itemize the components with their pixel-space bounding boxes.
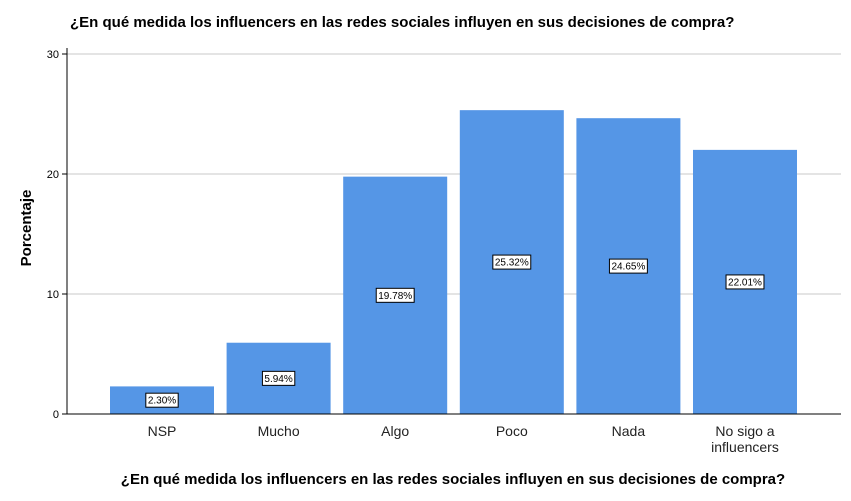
data-label-text: 5.94% xyxy=(264,374,292,385)
data-label-5: 22.01% xyxy=(725,274,765,290)
x-axis-title: ¿En qué medida los influencers en las re… xyxy=(121,471,785,488)
data-label-box xyxy=(375,287,415,303)
data-label-2: 19.78% xyxy=(375,287,415,303)
data-label-1: 5.94% xyxy=(261,370,296,386)
data-label-box xyxy=(725,274,765,290)
data-label-3: 25.32% xyxy=(492,254,532,270)
x-tick-label: Mucho xyxy=(258,423,300,439)
data-label-4: 24.65% xyxy=(608,258,648,274)
data-labels: 2.30% 5.94% 19.78% 25.32% 24.65% 22.01% xyxy=(145,254,765,408)
bars xyxy=(110,110,797,414)
y-tick-label: 10 xyxy=(47,289,59,301)
y-axis-title: Porcentaje xyxy=(18,190,35,267)
data-label-box xyxy=(608,258,648,274)
data-label-text: 24.65% xyxy=(611,262,645,273)
x-tick-labels: NSP Mucho Algo Poco Nada No sigo a influencers xyxy=(148,423,779,455)
data-label-box xyxy=(261,370,296,386)
y-tick-label: 30 xyxy=(47,49,59,61)
data-label-0: 2.30% xyxy=(145,392,179,408)
data-label-text: 22.01% xyxy=(728,277,762,288)
data-label-box xyxy=(492,254,532,270)
chart-title: ¿En qué medida los influencers en las re… xyxy=(70,14,734,31)
y-tick-label: 20 xyxy=(47,169,59,181)
data-label-text: 19.78% xyxy=(378,291,412,302)
y-tick-labels: 0 10 20 30 xyxy=(47,49,59,421)
x-tick-label: Algo xyxy=(381,423,409,439)
x-tick-label: NSP xyxy=(148,423,177,439)
axes xyxy=(62,48,841,415)
x-tick-label: No sigo a influencers xyxy=(711,423,779,455)
x-tick-label: Poco xyxy=(496,423,528,439)
data-label-text: 25.32% xyxy=(495,258,529,269)
x-tick-label: Nada xyxy=(612,423,646,439)
y-tick-label: 0 xyxy=(53,409,59,421)
data-label-box xyxy=(145,392,179,408)
data-label-text: 2.30% xyxy=(148,396,176,407)
